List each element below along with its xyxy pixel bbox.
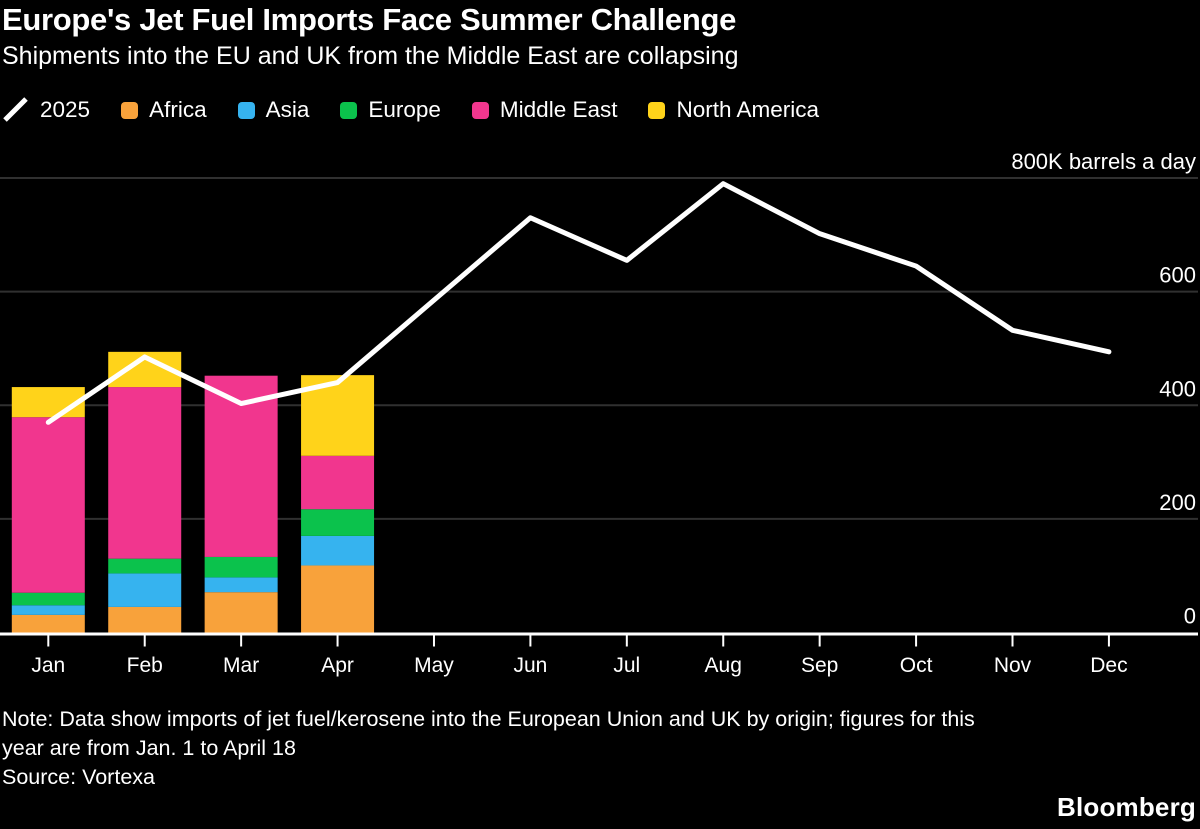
x-axis-label-apr: Apr	[321, 654, 354, 677]
x-axis-label-may: May	[414, 654, 454, 677]
chart-legend: 2025 Africa Asia Europe Middle East Nort…	[3, 97, 819, 123]
legend-label: Africa	[149, 97, 207, 122]
europe-swatch-icon	[340, 101, 358, 119]
bar-asia-apr	[301, 535, 375, 566]
bar-middle-east-apr	[301, 455, 375, 510]
y-axis-label-800: 800K barrels a day	[1011, 149, 1196, 174]
bar-africa-feb	[108, 606, 182, 633]
north-america-swatch-icon	[648, 101, 666, 119]
bar-europe-mar	[204, 556, 278, 578]
y-axis-label-600: 600	[1159, 263, 1196, 288]
x-axis-label-jan: Jan	[31, 654, 65, 677]
bar-asia-feb	[108, 573, 182, 607]
jet-fuel-imports-chart: Jan Feb Mar Apr May Jun Jul Aug Sep Oct Nov Dec 0 200…	[0, 149, 1198, 677]
legend-label: Middle East	[499, 97, 618, 122]
x-axis-label-mar: Mar	[223, 654, 259, 677]
legend-item-middle-east: Middle East	[471, 97, 618, 123]
bar-asia-jan	[11, 605, 85, 615]
legend-label: Europe	[368, 97, 441, 122]
bar-europe-apr	[301, 509, 375, 536]
x-axis-label-nov: Nov	[994, 654, 1032, 677]
y-axis-label-0: 0	[1184, 604, 1196, 629]
chart-note-line-1: Note: Data show imports of jet fuel/kero…	[2, 707, 975, 731]
legend-item-2025: 2025	[3, 97, 90, 123]
page-title: Europe's Jet Fuel Imports Face Summer Ch…	[2, 2, 737, 37]
bar-africa-jan	[11, 614, 85, 633]
bar-middle-east-feb	[108, 387, 182, 559]
bar-europe-jan	[11, 592, 85, 606]
bar-middle-east-jan	[11, 417, 85, 593]
page-subtitle: Shipments into the EU and UK from the Mi…	[2, 42, 739, 70]
y-axis-label-200: 200	[1159, 490, 1196, 515]
legend-item-asia: Asia	[237, 97, 310, 123]
chart-footnotes: Note: Data show imports of jet fuel/kero…	[2, 705, 975, 792]
legend-item-north-america: North America	[648, 97, 819, 123]
middle-east-swatch-icon	[471, 101, 489, 119]
bar-north-america-jan	[11, 387, 85, 418]
y-axis-label-400: 400	[1159, 376, 1196, 401]
bar-europe-feb	[108, 558, 182, 574]
line-series-icon	[3, 97, 28, 122]
chart-source: Source: Vortexa	[2, 765, 155, 789]
bloomberg-logo: Bloomberg	[1056, 792, 1196, 822]
x-axis-label-jul: Jul	[613, 654, 640, 677]
bar-africa-mar	[204, 592, 278, 633]
legend-item-europe: Europe	[340, 97, 441, 123]
x-axis-label-sep: Sep	[801, 654, 838, 677]
legend-item-africa: Africa	[121, 97, 207, 123]
asia-swatch-icon	[237, 101, 255, 119]
x-axis-label-dec: Dec	[1090, 654, 1127, 677]
x-axis-label-jun: Jun	[513, 654, 547, 677]
bar-asia-mar	[204, 577, 278, 593]
x-axis-label-oct: Oct	[900, 654, 933, 677]
bar-africa-apr	[301, 565, 375, 633]
line-series-2025	[45, 181, 1112, 425]
legend-label: 2025	[40, 97, 91, 122]
legend-label: North America	[676, 97, 820, 122]
chart-note-line-2: year are from Jan. 1 to April 18	[2, 736, 296, 760]
legend-label: Asia	[265, 97, 310, 122]
x-axis-label-feb: Feb	[127, 654, 163, 677]
x-axis-label-aug: Aug	[705, 654, 742, 677]
africa-swatch-icon	[121, 101, 139, 119]
